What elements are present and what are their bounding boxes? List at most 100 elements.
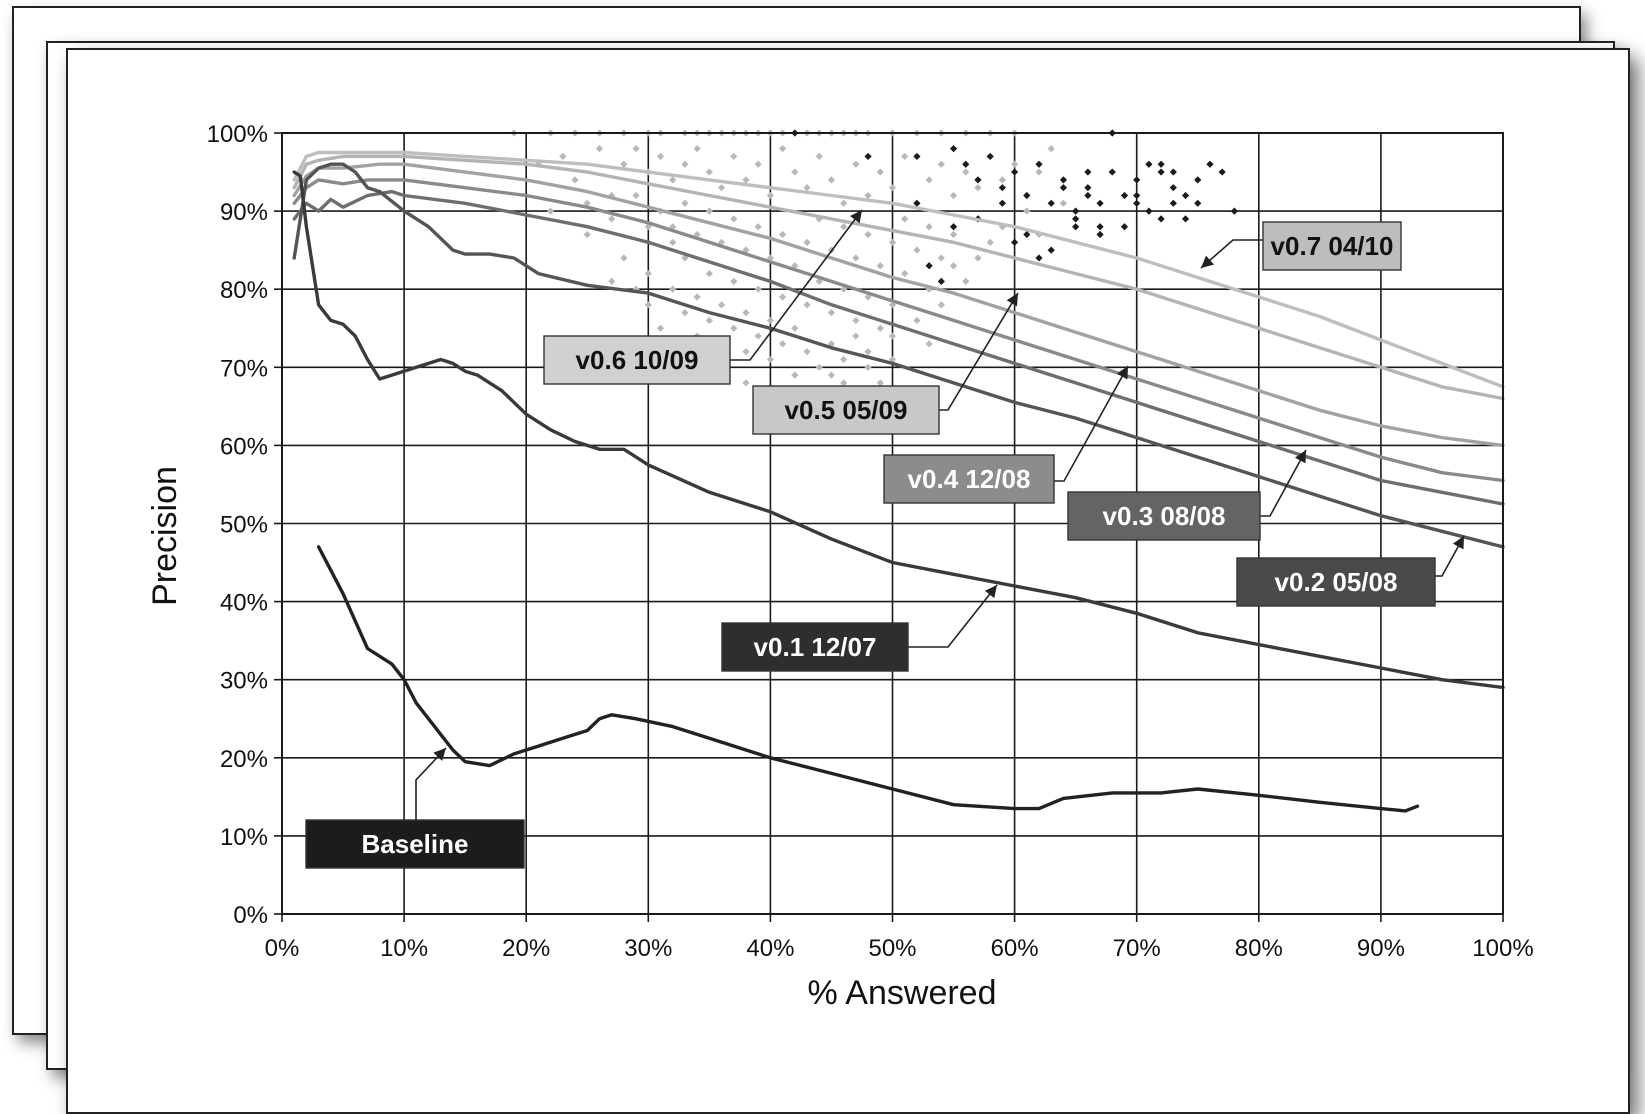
scatter-point-light <box>656 324 665 332</box>
scatter-point-light <box>901 215 909 223</box>
scatter-point-light <box>620 254 628 262</box>
y-tick-label: 50% <box>220 512 268 539</box>
series-line-7 <box>292 150 1505 389</box>
callout-label: v0.2 05/08 <box>1275 567 1398 597</box>
scatter-point-dark <box>1035 160 1043 168</box>
scatter-point-light <box>913 316 921 325</box>
callout-box <box>1067 491 1261 541</box>
scatter-point-dark <box>998 199 1006 207</box>
scatter-point-dark <box>1206 160 1214 168</box>
callout-box <box>305 819 525 869</box>
scatter-point-light <box>644 223 652 231</box>
scatter-point-light <box>693 293 701 301</box>
scatter-point-light <box>766 254 774 262</box>
scatter-point-light <box>986 238 994 246</box>
scatter-point-light <box>840 355 848 364</box>
callout-1: v0.1 12/07 <box>721 584 998 672</box>
scatter-point-light <box>876 168 884 176</box>
scatter-point-dark <box>949 145 958 153</box>
scatter-point-dark <box>974 176 982 184</box>
y-tick-label: 90% <box>220 199 268 226</box>
scatter-point-light <box>705 168 713 176</box>
scatter-point-dark <box>1194 199 1202 207</box>
x-axis-title: % Answered <box>808 974 997 1012</box>
scatter-point-light <box>864 348 872 356</box>
scatter-point-light <box>791 262 799 270</box>
scatter-point-light <box>815 277 823 285</box>
scatter-point-light <box>608 277 616 285</box>
y-tick-label: 20% <box>220 746 268 773</box>
scatter-point-dark <box>1047 199 1055 207</box>
callout-arrowhead <box>1452 536 1464 550</box>
scatter-point-light <box>864 293 872 301</box>
scatter-point-light <box>1023 207 1031 215</box>
scatter-point-light <box>681 309 689 317</box>
scatter-point-dark <box>913 152 921 161</box>
scatter-point-dark <box>1011 168 1019 176</box>
scatter-point-dark <box>962 160 970 168</box>
scatter-point-dark <box>1108 168 1116 176</box>
scatter-point-light <box>803 238 811 246</box>
scatter-point-light <box>901 152 909 161</box>
x-tick-label: 20% <box>502 935 550 962</box>
x-tick-label: 0% <box>265 935 300 962</box>
callout-label: v0.5 05/09 <box>785 395 908 425</box>
callout-label: v0.3 08/08 <box>1103 501 1226 531</box>
scatter-point-light <box>815 363 823 371</box>
scatter-point-dark <box>1059 176 1068 184</box>
scatter-point-light <box>840 285 848 293</box>
x-tick-label: 100% <box>1472 935 1533 962</box>
scatter-point-light <box>937 160 945 168</box>
scatter-point-dark <box>1133 176 1141 184</box>
callout-leader <box>1435 535 1465 577</box>
scatter-point-light <box>730 277 738 285</box>
callout-box <box>1262 221 1402 271</box>
scatter-point-dark <box>1084 168 1092 176</box>
callout-arrowhead <box>850 210 862 224</box>
callout-arrowhead <box>1116 366 1128 380</box>
scatter-point-light <box>730 324 738 332</box>
scatter-point-light <box>571 176 579 184</box>
y-tick-label: 30% <box>220 668 268 695</box>
scatter-point-dark <box>1157 160 1165 168</box>
scatter-point-light <box>681 199 689 207</box>
scatter-point-light <box>827 176 836 184</box>
scatter-point-light <box>888 184 897 192</box>
scatter-point-light <box>1011 160 1019 168</box>
callout-5: v0.5 05/09 <box>752 292 1019 435</box>
scatter-point-light <box>888 238 897 246</box>
scatter-point-light <box>949 230 958 239</box>
scatter-point-light <box>717 301 726 309</box>
callout-leader <box>1260 449 1307 517</box>
callout-leader <box>908 584 998 648</box>
scatter-point-light <box>840 379 848 387</box>
scatter-point-dark <box>1096 199 1104 207</box>
callout-6: v0.6 10/09 <box>543 209 863 385</box>
scatter-point-light <box>693 145 701 153</box>
callout-7: v0.7 04/10 <box>1200 221 1402 271</box>
scatter-point-dark <box>1096 223 1104 231</box>
scatter-point-light <box>827 340 836 348</box>
callout-leader <box>1054 365 1129 482</box>
scatter-point-light <box>583 199 591 207</box>
scatter-point-light <box>1047 145 1055 153</box>
scatter-point-dark <box>1072 215 1080 223</box>
scatter-point-light <box>949 262 958 270</box>
x-tick-label: 80% <box>1235 935 1283 962</box>
scatter-point-light <box>962 277 970 285</box>
scatter-point-dark <box>925 262 933 270</box>
scatter-point-light <box>717 184 726 192</box>
scatter-point-light <box>754 332 762 340</box>
scatter-point-dark <box>1084 184 1092 192</box>
scatter-point-light <box>705 207 713 215</box>
scatter-point-light <box>852 160 860 168</box>
scatter-point-light <box>766 191 774 200</box>
scatter-point-light <box>803 184 811 192</box>
scatter-point-dark <box>1157 168 1165 176</box>
series-line-3 <box>292 189 1505 506</box>
scatter-point-light <box>608 215 616 223</box>
scatter-point-light <box>852 254 860 262</box>
scatter-point-light <box>937 254 945 262</box>
scatter-point-dark <box>1230 207 1238 215</box>
y-tick-label: 100% <box>207 121 268 148</box>
